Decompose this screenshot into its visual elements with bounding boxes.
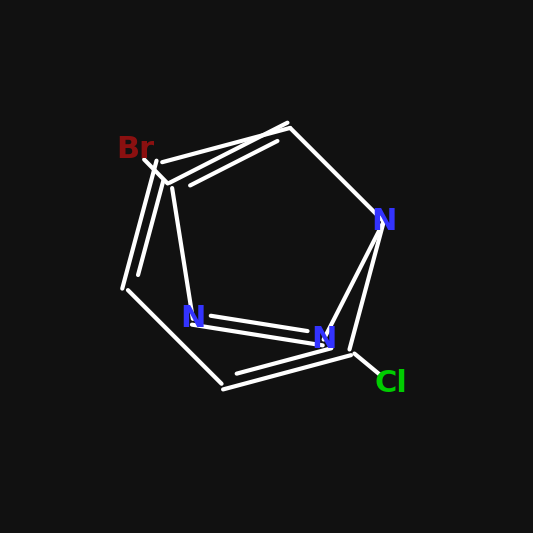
Text: N: N (311, 325, 336, 354)
Text: N: N (371, 207, 397, 236)
Text: Br: Br (116, 135, 154, 165)
Text: N: N (180, 304, 206, 333)
Text: Cl: Cl (374, 369, 407, 398)
